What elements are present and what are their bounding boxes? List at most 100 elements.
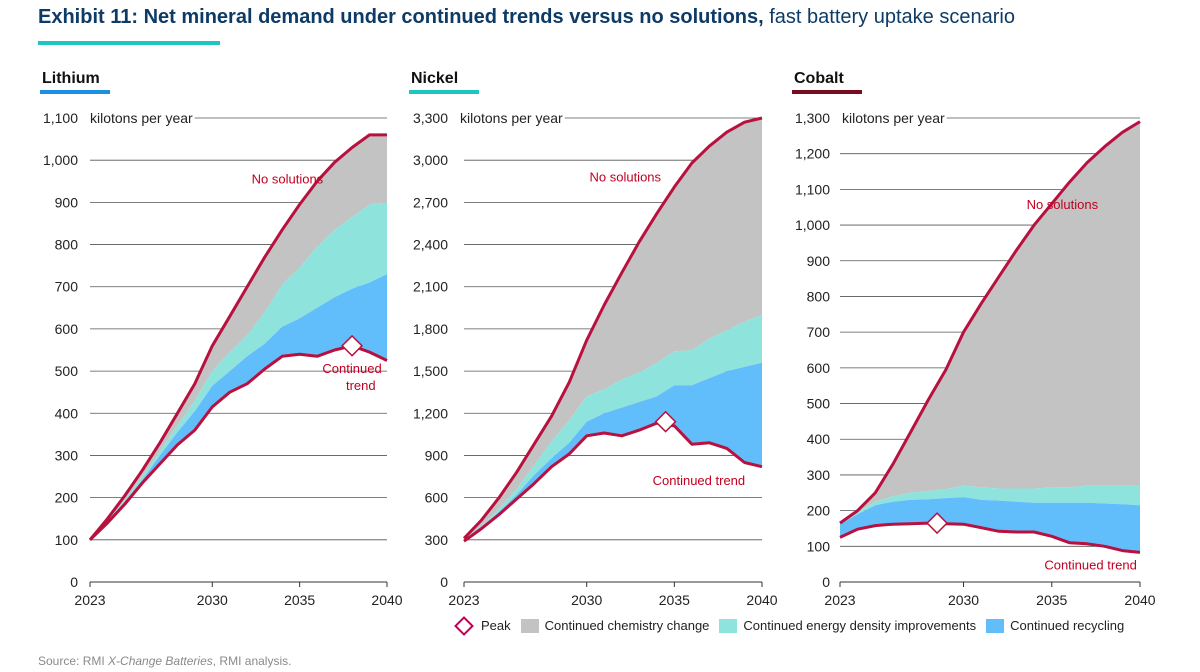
legend-density-label: Continued energy density improvements — [743, 618, 977, 633]
lithium-y-tick-label: 1,000 — [43, 152, 78, 168]
cobalt-y-tick-label: 800 — [807, 288, 831, 304]
lithium-y-tick-label: 500 — [55, 363, 79, 379]
nickel-no-solutions-line — [462, 116, 763, 540]
cobalt-y-tick-label: 1,100 — [795, 181, 830, 197]
nickel-y-tick-label: 0 — [440, 574, 448, 590]
lithium-title-accent — [40, 90, 110, 94]
legend-density-swatch — [719, 618, 738, 633]
lithium-annotation: trend — [346, 378, 376, 393]
nickel-annotation: No solutions — [589, 169, 661, 184]
cobalt-y-tick-label: 500 — [807, 396, 831, 412]
nickel-x-tick-label: 2030 — [571, 592, 602, 608]
lithium-peak-marker — [341, 334, 364, 357]
lithium-y-tick-label: 300 — [55, 447, 79, 463]
cobalt-y-tick-label: 1,200 — [795, 146, 830, 162]
exhibit-title-bold: Exhibit 11: Net mineral demand under con… — [38, 6, 764, 28]
legend-peak: Peak — [454, 615, 511, 636]
cobalt-x-tick-label: 2035 — [1036, 592, 1067, 608]
nickel-y-tick-label: 300 — [425, 532, 449, 548]
nickel-y-tick-label: 2,400 — [413, 237, 448, 253]
source-suffix: , RMI analysis. — [212, 654, 292, 668]
source-prefix: Source: RMI — [38, 654, 109, 668]
lithium-density-area — [90, 202, 387, 540]
nickel-chart: Nickel 0 300 600 900 1,200 1,500 1,800 2,100 2,40… — [409, 70, 778, 608]
cobalt-annotation: No solutions — [1027, 197, 1099, 212]
title-underline — [38, 41, 220, 45]
legend-chemistry: Continued chemistry change — [520, 618, 710, 633]
cobalt-y-tick-label: 1,300 — [795, 110, 830, 126]
cobalt-y-tick-label: 100 — [807, 538, 831, 554]
lithium-x-tick-label: 2035 — [284, 592, 315, 608]
legend: Peak Continued chemistry change Continue… — [454, 615, 1134, 636]
lithium-chemistry-area — [90, 134, 387, 540]
lithium-y-tick-label: 0 — [70, 574, 78, 590]
cobalt-title: Cobalt — [794, 70, 844, 87]
source-note: Source: RMI X-Change Batteries, RMI anal… — [38, 654, 291, 668]
nickel-y-tick-label: 1,200 — [413, 405, 448, 421]
cobalt-x-tick-label: 2023 — [824, 592, 855, 608]
source-italic: X-Change Batteries — [108, 654, 213, 668]
lithium-x-tick-label: 2030 — [197, 592, 228, 608]
nickel-y-tick-label: 2,700 — [413, 194, 448, 210]
nickel-x-tick-label: 2023 — [448, 592, 479, 608]
nickel-y-tick-label: 1,800 — [413, 321, 448, 337]
nickel-chemistry-area — [464, 118, 762, 540]
lithium-y-tick-label: 1,100 — [43, 110, 78, 126]
lithium-y-tick-label: 100 — [55, 532, 79, 548]
cobalt-chemistry-area — [840, 121, 1140, 524]
legend-chemistry-swatch — [520, 618, 539, 633]
nickel-x-tick-label: 2035 — [659, 592, 690, 608]
cobalt-y-tick-label: 300 — [807, 467, 831, 483]
exhibit-title: Exhibit 11: Net mineral demand under con… — [38, 6, 1015, 29]
cobalt-y-tick-label: 900 — [807, 253, 831, 269]
lithium-annotation: No solutions — [252, 171, 324, 186]
lithium-annotation: Continued — [322, 361, 381, 376]
cobalt-title-accent — [792, 90, 862, 94]
nickel-y-tick-label: 600 — [425, 490, 449, 506]
lithium-recycling-area — [90, 274, 387, 540]
nickel-y-tick-label: 3,000 — [413, 152, 448, 168]
cobalt-y-tick-label: 400 — [807, 431, 831, 447]
lithium-x-tick-label: 2040 — [371, 592, 402, 608]
legend-peak-label: Peak — [481, 618, 511, 633]
lithium-y-tick-label: 900 — [55, 194, 79, 210]
nickel-continued-trend-line — [463, 421, 763, 543]
nickel-density-area — [464, 314, 762, 540]
nickel-y-tick-label: 2,100 — [413, 279, 448, 295]
lithium-y-tick-label: 800 — [55, 237, 79, 253]
legend-recycling-label: Continued recycling — [1010, 618, 1125, 633]
cobalt-y-tick-label: 1,000 — [795, 217, 830, 233]
legend-chemistry-label: Continued chemistry change — [544, 618, 710, 633]
lithium-unit-label: kilotons per year — [90, 110, 193, 126]
lithium-x-tick-label: 2023 — [74, 592, 105, 608]
charts-canvas: Lithium 0 100 200 300 400 500 600 700 800 900 1,000… — [40, 70, 1156, 608]
lithium-y-tick-label: 200 — [55, 490, 79, 506]
lithium-title: Lithium — [42, 70, 100, 87]
nickel-y-tick-label: 900 — [425, 447, 449, 463]
nickel-peak-marker — [654, 410, 677, 433]
nickel-y-tick-label: 3,300 — [413, 110, 448, 126]
nickel-title-accent — [409, 90, 479, 94]
legend-density: Continued energy density improvements — [719, 618, 976, 633]
nickel-x-tick-label: 2040 — [746, 592, 777, 608]
nickel-annotation: Continued trend — [653, 473, 746, 488]
lithium-chart: Lithium 0 100 200 300 400 500 600 700 800 900 1,000… — [40, 70, 403, 608]
nickel-recycling-area — [464, 362, 762, 542]
lithium-continued-trend-line — [88, 344, 388, 541]
cobalt-chart: Cobalt 0 100 200 300 400 500 600 700 800 900 1,000 1… — [792, 70, 1156, 608]
lithium-y-tick-label: 400 — [55, 405, 79, 421]
cobalt-continued-trend-line — [839, 521, 1141, 554]
cobalt-no-solutions-line — [839, 120, 1141, 525]
cobalt-y-tick-label: 600 — [807, 360, 831, 376]
cobalt-y-tick-label: 700 — [807, 324, 831, 340]
cobalt-peak-marker — [926, 512, 949, 535]
lithium-y-tick-label: 600 — [55, 321, 79, 337]
cobalt-x-tick-label: 2040 — [1124, 592, 1155, 608]
cobalt-x-tick-label: 2030 — [948, 592, 979, 608]
legend-recycling: Continued recycling — [986, 618, 1124, 633]
lithium-y-tick-label: 700 — [55, 279, 79, 295]
exhibit-title-subtitle: fast battery uptake scenario — [763, 6, 1015, 28]
cobalt-unit-label: kilotons per year — [842, 110, 945, 126]
cobalt-density-area — [840, 485, 1140, 525]
cobalt-y-tick-label: 0 — [822, 574, 830, 590]
